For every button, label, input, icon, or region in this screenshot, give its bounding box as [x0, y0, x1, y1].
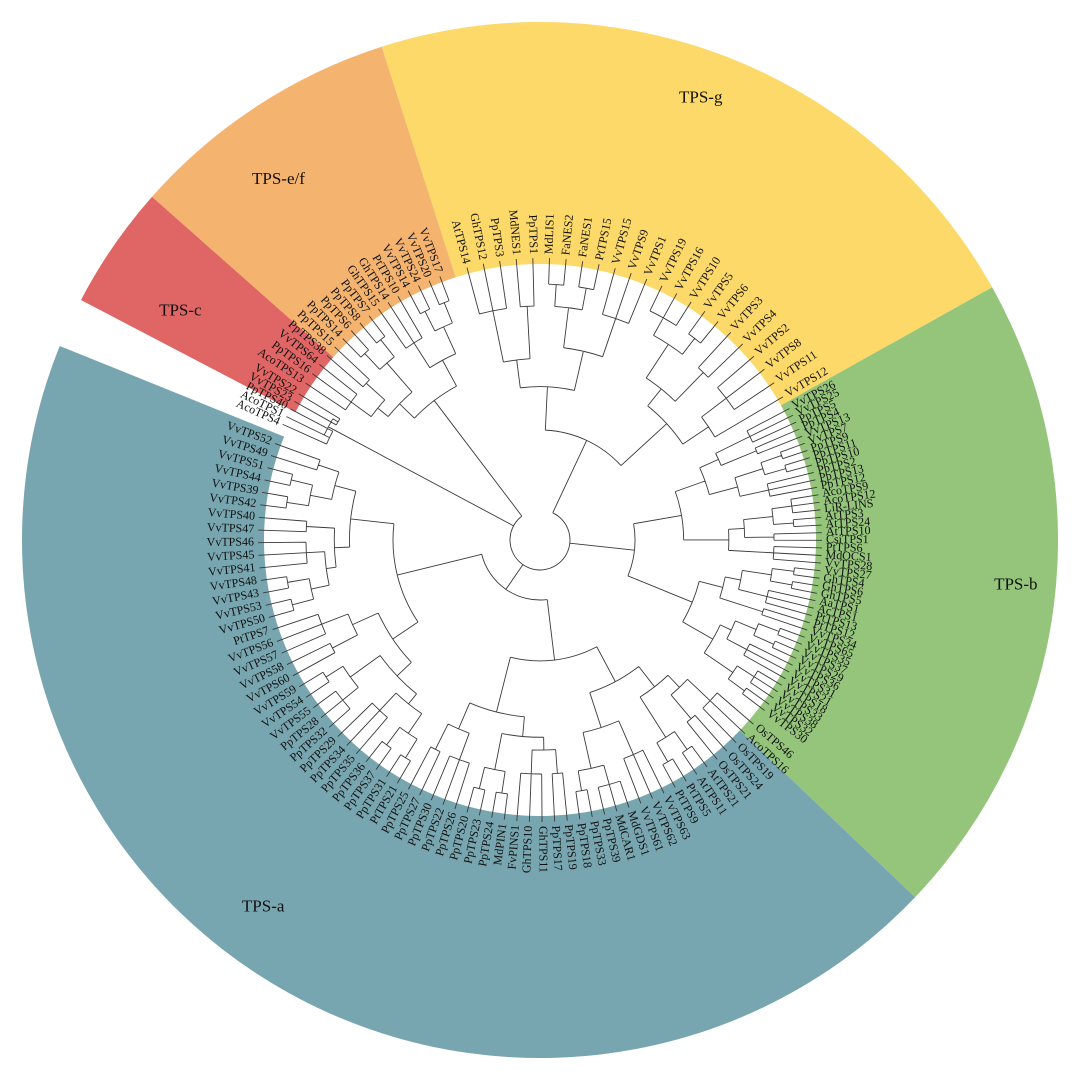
leaf-label: VvTPS41 [207, 560, 255, 579]
clade-sectors [21, 22, 1058, 1058]
leaf-label: MdLIS1 [541, 213, 556, 254]
leaf-label: VvTPS42 [209, 490, 258, 510]
tree-branches [258, 258, 823, 822]
leaf-label: VvTPS28 [825, 555, 873, 573]
sector-tps_ef [152, 46, 456, 358]
sector-tps_b [739, 287, 1058, 898]
leaf-label: VvTPS45 [207, 547, 255, 564]
leaf-label: PpTPS19 [562, 824, 580, 871]
leaf-label: FvPINS1 [505, 824, 523, 870]
sector-tps_g [381, 22, 993, 406]
leaf-label: GhTPS11 [536, 826, 550, 873]
clade-label-tps_g: TPS-g [679, 87, 723, 106]
leaf-label: MdNES1 [506, 209, 524, 255]
clade-labels: TPS-g TPS-b TPS-a TPS-c TPS-e/f [159, 87, 1037, 915]
leaf-label: PpTPS3 [488, 217, 507, 258]
leaf-label: AtTPS10 [826, 523, 871, 538]
leaf-label: AtTPS24 [825, 514, 870, 530]
leaf-label: VvTPS27 [824, 563, 873, 582]
sector-tps_a [21, 345, 916, 1058]
clade-label-tps_ef: TPS-e/f [252, 169, 305, 188]
leaf-label: AcoTPS12 [822, 487, 876, 508]
leaf-label: PpTPS17 [549, 825, 565, 871]
leaf-label: FaNES2 [558, 214, 576, 256]
leaf-label: MdPIN1 [490, 823, 509, 866]
clade-label-tps_a: TPS-a [242, 896, 285, 915]
leaf-label: VvTPS47 [207, 520, 255, 536]
leaf-label: CsiTPS1 [826, 532, 869, 546]
leaf-label: VvTPS46 [207, 534, 254, 548]
leaf-label: VvTPS40 [207, 505, 255, 523]
leaf-label: MdOCS1 [825, 547, 872, 564]
leaf-label: VvTPS48 [209, 573, 258, 594]
leaf-label: LiR-LINS [823, 496, 874, 515]
clade-label-tps_c: TPS-c [159, 301, 202, 320]
leaf-label: FaNES1 [575, 216, 595, 258]
leaf-label: PtTPS6 [826, 540, 863, 555]
leaf-label: PpTPS1 [526, 215, 541, 255]
branch-paths [258, 258, 823, 822]
leaf-label: AtTPS3 [824, 506, 864, 523]
leaf-label: GhTPS4 [823, 571, 866, 590]
leaf-label: GhTPS10 [519, 825, 535, 873]
clade-label-tps_b: TPS-b [994, 575, 1037, 594]
leaf-label: GhTPS6 [821, 578, 864, 599]
leaf-label: PpTPS18 [575, 822, 595, 869]
sector-tps_c [80, 196, 334, 413]
